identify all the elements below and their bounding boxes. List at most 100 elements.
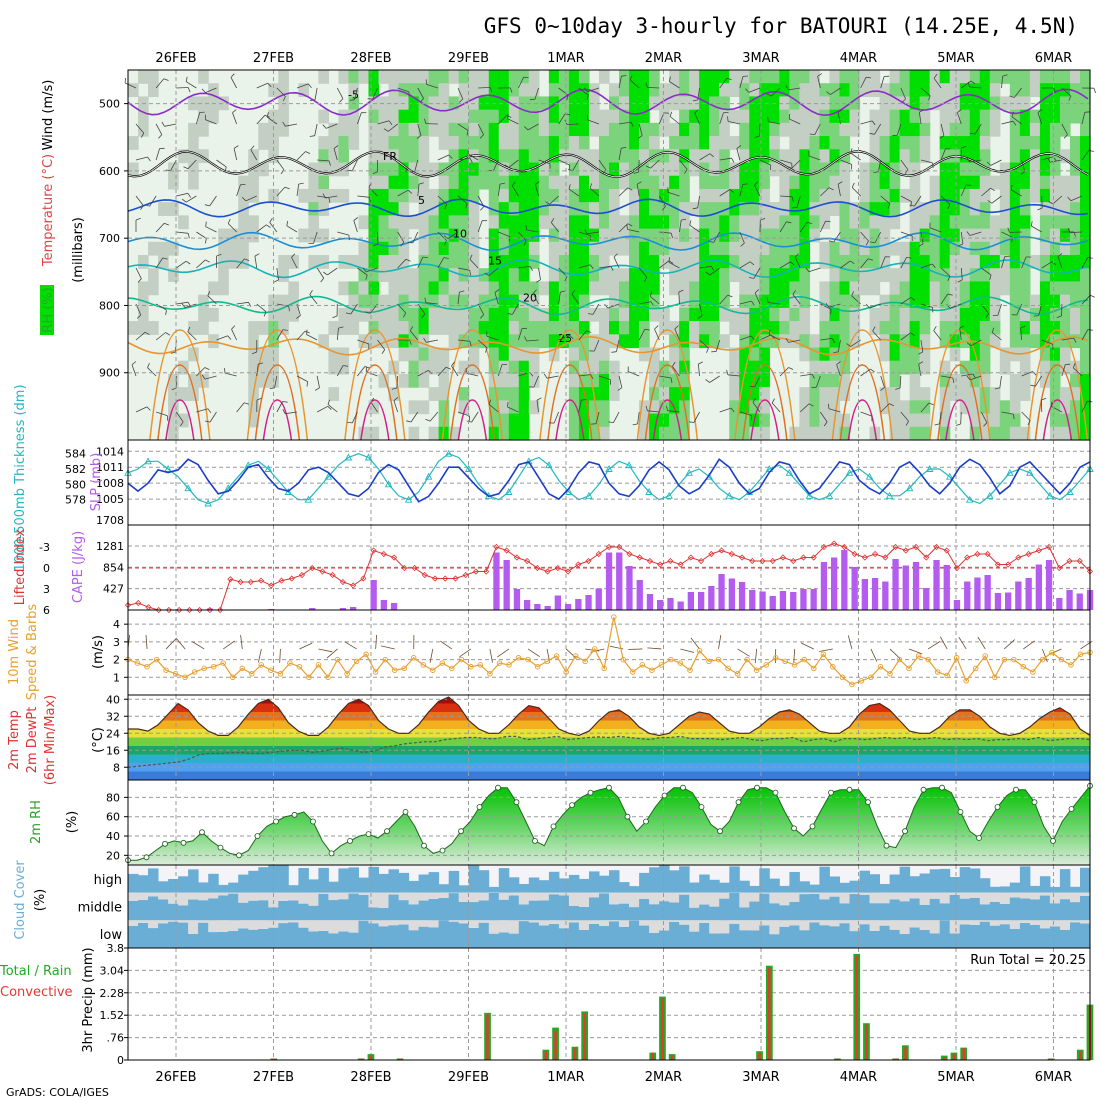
rh-cell — [829, 334, 841, 349]
wind-barb — [131, 364, 137, 377]
rh-cell — [418, 255, 430, 269]
rh-cell — [959, 294, 971, 309]
rh-cell — [899, 241, 911, 256]
wind-speed-point — [372, 669, 379, 675]
rh-cell — [839, 122, 851, 137]
lifted-index-tick-label: -3 — [39, 541, 50, 554]
wind-barb — [840, 159, 852, 165]
rh-cell — [669, 228, 680, 243]
wind-barb-flag — [282, 401, 288, 403]
cape-bar — [718, 574, 725, 610]
rh-cell — [919, 321, 931, 335]
cloud-cell — [879, 884, 891, 893]
rh-cell — [659, 360, 670, 375]
wind-barb — [699, 339, 709, 349]
rh-cell — [528, 122, 540, 137]
wind-barb — [256, 82, 268, 89]
rh-cell — [1059, 96, 1071, 111]
rh-cell — [1069, 149, 1081, 164]
wind-barb-flag — [674, 325, 679, 330]
rh-cell — [759, 215, 770, 230]
rh-cell — [1079, 307, 1091, 322]
cloud-gap-cell — [899, 920, 911, 934]
rh-cell — [719, 149, 730, 164]
cloud-cell — [508, 895, 520, 921]
rh-cell — [779, 294, 790, 309]
cloud-cell — [739, 880, 750, 893]
rh-cell — [889, 149, 901, 164]
rh-cell — [919, 215, 931, 230]
wind-barb-flag — [969, 132, 975, 135]
rh-cell — [849, 268, 861, 283]
cloud-cell — [749, 930, 760, 948]
rh-cell — [418, 268, 430, 283]
rh-cell — [408, 281, 420, 296]
cloud-gap-cell — [609, 920, 620, 922]
cloud-cell — [739, 930, 750, 948]
cloud-cell — [528, 922, 540, 948]
rh-cell — [138, 70, 149, 84]
rh-cell — [1049, 268, 1061, 283]
rh-cell — [548, 202, 560, 216]
rh-point — [402, 809, 409, 815]
wind-barb — [233, 148, 238, 161]
wind-speed-point — [620, 656, 627, 663]
rh-cell — [418, 83, 430, 98]
wind-speed-point — [477, 662, 484, 668]
cloud-gap-cell — [148, 920, 159, 928]
rh-cell — [168, 373, 179, 388]
cloud-cell — [438, 920, 450, 948]
rh-cell — [679, 136, 690, 150]
wind-barb — [674, 328, 680, 341]
rh-cell — [1049, 426, 1061, 441]
wind-speed-point — [715, 656, 722, 663]
rh-cell — [729, 413, 740, 428]
wind-barb — [836, 364, 841, 377]
wind-speed-point — [334, 656, 341, 663]
precip-convective-bar — [1079, 1051, 1082, 1060]
rh-point — [809, 823, 816, 830]
cloud-cell — [759, 893, 770, 921]
cloud-gap-cell — [589, 892, 600, 898]
wind-barb-flag — [288, 306, 290, 312]
rh-cell — [428, 321, 440, 335]
wind-barb — [1023, 640, 1035, 650]
wind-barb — [1021, 371, 1033, 377]
rh-cell — [568, 255, 580, 269]
cloud-cell — [308, 879, 319, 893]
rh-cell — [959, 387, 971, 401]
wind-barb — [939, 636, 948, 650]
cloud-cell — [538, 900, 550, 921]
rh-cell — [1079, 109, 1091, 124]
wind-barb-flag — [849, 260, 855, 265]
wind-barb — [896, 123, 902, 136]
rh-cell — [428, 215, 440, 230]
rh-cell — [619, 149, 630, 164]
rh-cell — [508, 373, 520, 388]
rh-cell — [619, 268, 630, 283]
cape-bar — [841, 550, 848, 610]
date-label-bottom: 27FEB — [253, 1070, 294, 1085]
rh-cell — [979, 426, 991, 441]
rh-cell — [498, 360, 510, 375]
cloud-cell — [749, 901, 760, 921]
wind-barb-flag — [364, 366, 370, 369]
wind-barb — [518, 231, 527, 242]
rh-cell — [218, 96, 229, 111]
rh-cell — [819, 387, 831, 401]
rh-cell — [949, 294, 961, 309]
rh-cell — [588, 175, 600, 190]
rh-cell — [598, 307, 610, 322]
cloud-gap-cell — [148, 892, 159, 897]
wind-barb-flag — [499, 182, 505, 185]
wind-speed-point — [458, 656, 465, 663]
wind-speed-point — [249, 671, 255, 677]
cloud-cell — [819, 866, 830, 893]
cloud-cell — [1029, 885, 1041, 893]
rh-point — [939, 784, 945, 791]
rh-cell — [699, 281, 710, 296]
cloud-cell — [538, 925, 550, 948]
wind-barb — [1042, 648, 1048, 663]
rh-cell — [939, 334, 951, 349]
cloud-cell — [168, 879, 179, 893]
